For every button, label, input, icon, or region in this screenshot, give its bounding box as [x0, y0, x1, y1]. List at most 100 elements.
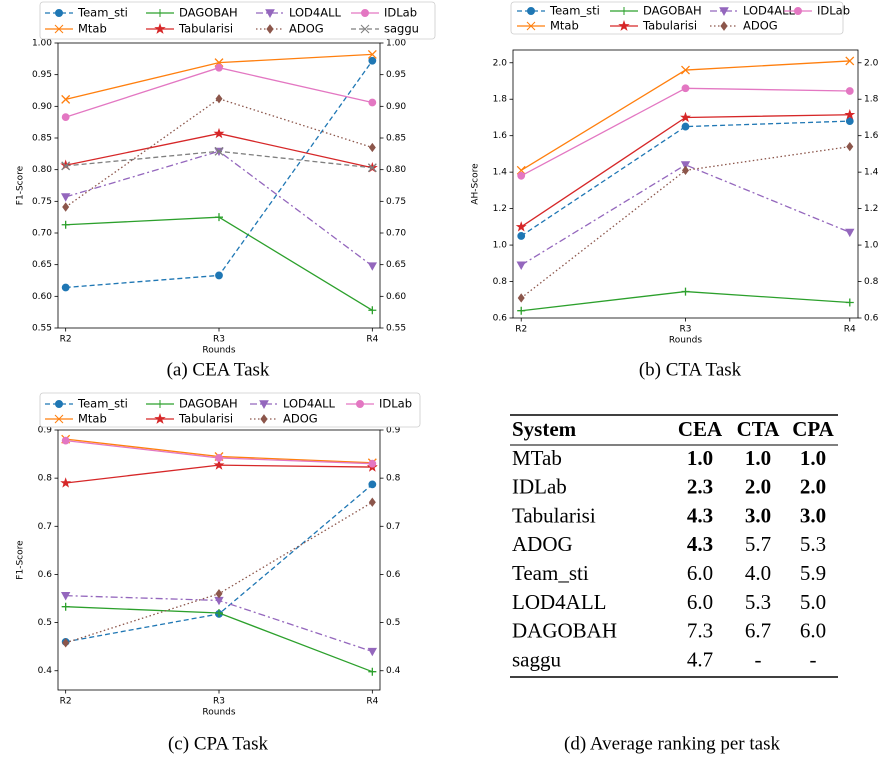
y-axis-label: F1-Score	[16, 165, 26, 205]
table-cell: LOD4ALL	[512, 590, 606, 614]
data-point	[61, 283, 70, 292]
data-point	[368, 56, 377, 65]
y-tick-label: 0.60	[32, 292, 52, 302]
y-tick-label: 0.6	[493, 314, 508, 324]
y-tick-label: 0.9	[38, 426, 53, 436]
legend-label: ADOG	[283, 412, 318, 426]
x-axis-label: Rounds	[202, 346, 235, 356]
data-point	[368, 667, 377, 676]
y-tick-label: 0.75	[32, 197, 52, 207]
y2-tick-label: 0.90	[386, 102, 406, 112]
legend-marker	[527, 7, 536, 15]
y-tick-label: 0.80	[32, 165, 52, 175]
legend-box	[39, 392, 421, 428]
table-cell: 4.7	[687, 647, 713, 671]
series-line	[65, 67, 373, 118]
data-point	[517, 306, 526, 315]
legend-marker	[156, 400, 164, 408]
table-cell: 4.0	[745, 561, 771, 585]
data-point	[61, 94, 71, 104]
data-point	[62, 638, 70, 648]
table-cell: 5.3	[800, 532, 826, 556]
table-cell: 6.0	[687, 590, 713, 614]
y2-tick-label: 1.00	[386, 39, 406, 49]
chart-caption: (b) CTA Task	[639, 359, 742, 380]
y2-tick-label: 1.6	[864, 131, 879, 141]
x-tick-label: R4	[844, 325, 856, 335]
data-point	[368, 142, 376, 153]
y2-tick-label: 0.6	[386, 570, 401, 580]
y2-tick-label: 0.65	[386, 260, 406, 270]
data-point	[368, 98, 377, 107]
y2-tick-label: 1.8	[864, 95, 879, 105]
legend-marker	[618, 19, 630, 31]
y2-tick-label: 0.4	[386, 666, 401, 676]
legend-marker	[54, 414, 64, 424]
table-cell: 2.3	[687, 475, 713, 499]
table-header: CEA	[678, 417, 723, 441]
data-point	[368, 480, 377, 489]
legend-label: saggu	[384, 22, 419, 36]
y2-tick-label: 2.0	[864, 58, 879, 68]
y2-tick-label: 0.95	[386, 70, 406, 80]
legend-marker	[794, 7, 803, 15]
data-point	[214, 146, 224, 156]
y2-tick-label: 0.55	[386, 324, 406, 334]
data-point	[61, 220, 70, 229]
data-point	[681, 122, 690, 131]
y-tick-label: 0.65	[32, 260, 52, 270]
data-point	[60, 592, 71, 601]
data-point	[516, 261, 526, 270]
table-cell: MTab	[512, 446, 562, 470]
legend-marker	[360, 24, 370, 34]
y2-tick-label: 1.2	[864, 204, 878, 214]
table-cell: 4.3	[687, 503, 713, 527]
x-tick-label: R4	[366, 697, 378, 707]
y-tick-label: 0.7	[38, 522, 52, 532]
table-header: CPA	[792, 417, 834, 441]
y2-tick-label: 0.5	[386, 618, 400, 628]
table-cell: 7.3	[687, 619, 713, 643]
data-point	[213, 127, 225, 139]
y-tick-label: 0.8	[493, 277, 508, 287]
legend-label: Mtab	[78, 22, 107, 36]
data-point	[215, 608, 223, 617]
y2-tick-label: 0.80	[386, 165, 406, 175]
legend-marker	[156, 9, 164, 17]
table-cell: DAGOBAH	[512, 619, 617, 643]
table-cell: ADOG	[512, 532, 573, 556]
x-tick-label: R2	[60, 697, 72, 707]
legend-label: Tabularisi	[178, 22, 233, 36]
legend-marker	[265, 9, 275, 19]
y-tick-label: 0.95	[32, 70, 52, 80]
legend-marker	[620, 7, 628, 15]
series-line	[65, 216, 373, 311]
series-line	[520, 164, 851, 266]
y2-tick-label: 0.85	[386, 134, 406, 144]
y-tick-label: 0.70	[32, 229, 52, 239]
data-point	[846, 141, 854, 152]
data-point	[845, 298, 854, 307]
plot-area	[57, 429, 381, 691]
x-tick-label: R2	[515, 325, 527, 335]
data-point	[60, 477, 72, 488]
data-point	[844, 108, 856, 120]
data-point	[517, 171, 526, 180]
legend-marker	[526, 21, 536, 31]
data-point	[681, 65, 690, 75]
table-cell: 1.0	[800, 446, 826, 470]
legend-label: Mtab	[78, 412, 107, 426]
table-cell: Team_sti	[512, 561, 589, 585]
data-point	[682, 165, 689, 175]
data-point	[367, 262, 378, 271]
x-tick-label: R2	[60, 335, 72, 345]
table-cell: 2.0	[745, 475, 771, 499]
data-point	[845, 56, 855, 66]
legend-label: Team_sti	[549, 4, 600, 18]
y2-tick-label: 0.7	[386, 522, 400, 532]
legend-marker	[259, 400, 269, 410]
table-cell: 5.7	[745, 532, 771, 556]
y-tick-label: 0.5	[38, 618, 52, 628]
x-tick-label: R4	[366, 335, 378, 345]
table-cell: -	[810, 647, 817, 671]
